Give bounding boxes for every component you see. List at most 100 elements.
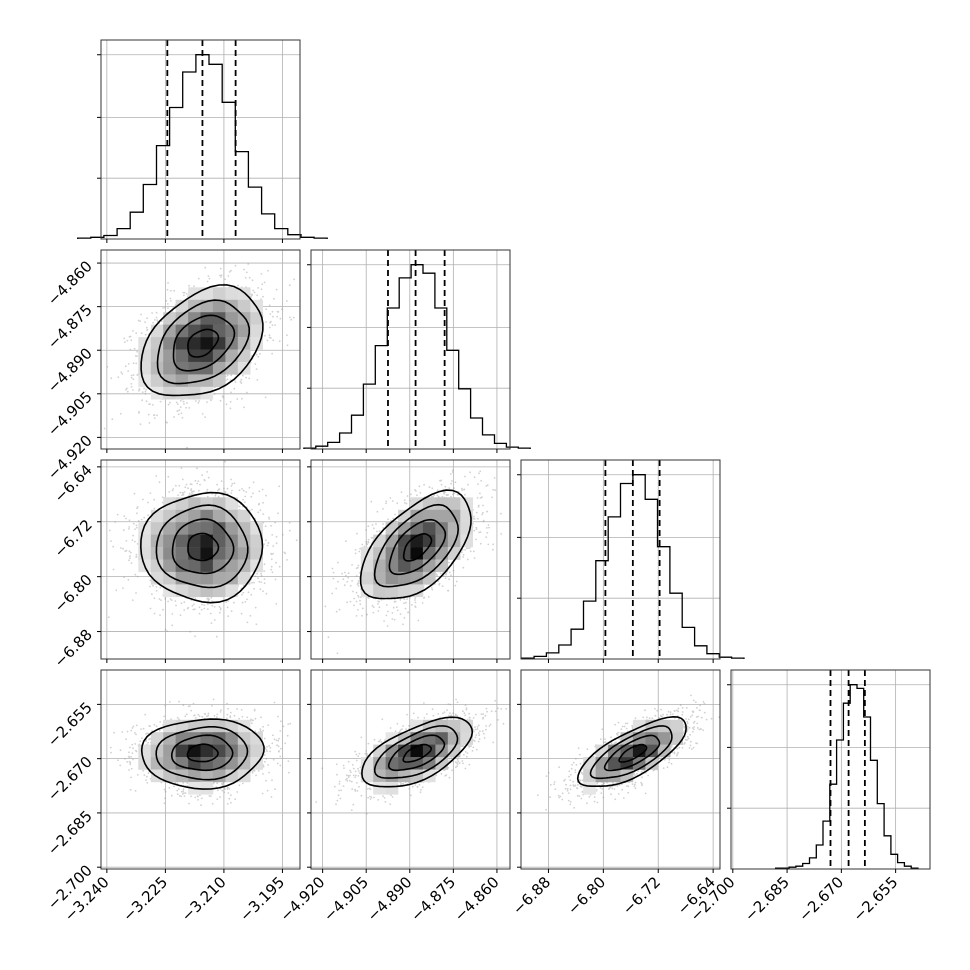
sample-point — [128, 519, 131, 522]
density-cell — [212, 547, 226, 560]
sample-point — [254, 606, 257, 609]
sample-point — [138, 388, 141, 391]
sample-point — [171, 624, 174, 627]
sample-point — [230, 391, 232, 394]
sample-point — [284, 552, 287, 555]
sample-point — [393, 598, 396, 601]
sample-point — [391, 500, 394, 502]
contour-2-0-3 — [139, 491, 264, 604]
sample-point — [194, 608, 196, 610]
sample-point — [269, 313, 272, 315]
sample-point — [148, 422, 151, 424]
sample-point — [225, 601, 228, 604]
density-cell — [188, 361, 201, 375]
sample-point — [141, 399, 144, 402]
sample-point — [197, 401, 200, 404]
sample-point — [132, 534, 135, 537]
sample-point — [240, 378, 243, 381]
sample-point — [263, 543, 265, 545]
density-cell — [212, 522, 226, 535]
sample-point — [241, 374, 244, 377]
density-cell — [237, 509, 251, 523]
sample-point — [206, 603, 209, 605]
sample-point — [125, 549, 128, 552]
sample-point — [248, 276, 251, 279]
sample-point — [148, 403, 151, 406]
sample-point — [135, 555, 138, 558]
sample-point — [219, 399, 222, 402]
sample-point — [129, 348, 132, 351]
sample-point — [149, 607, 152, 610]
sample-point — [188, 494, 191, 497]
sample-point — [132, 522, 135, 525]
sample-point — [180, 467, 183, 469]
hist-panel-2 — [517, 459, 745, 663]
density-cell — [138, 522, 151, 535]
sample-point — [134, 355, 137, 357]
density-cell — [188, 534, 201, 548]
sample-point — [253, 581, 255, 584]
sample-point — [141, 391, 144, 393]
sample-point — [225, 403, 228, 406]
sample-point — [140, 332, 143, 334]
density-cell — [200, 547, 214, 560]
contour-1-0-1 — [172, 314, 236, 372]
sample-point — [197, 480, 200, 482]
sample-point — [135, 524, 138, 527]
sample-point — [136, 350, 139, 353]
sample-point — [186, 446, 188, 449]
density-cell — [200, 559, 214, 573]
sample-point — [242, 489, 245, 492]
sample-point — [191, 604, 194, 607]
sample-point — [174, 600, 177, 602]
density-cell — [200, 571, 214, 585]
sample-point — [156, 454, 158, 456]
density-cell — [138, 349, 151, 363]
sample-point — [492, 548, 494, 551]
sample-point — [138, 411, 141, 413]
density-cell — [200, 497, 214, 510]
sample-point — [159, 400, 162, 403]
sample-point — [216, 489, 219, 492]
sample-point — [112, 568, 115, 571]
sample-point — [224, 491, 227, 494]
sample-point — [135, 553, 138, 556]
sample-point — [345, 574, 347, 577]
sample-point — [278, 565, 281, 568]
sample-point — [129, 335, 132, 338]
sample-point — [230, 269, 232, 272]
sample-point — [268, 304, 271, 307]
sample-point — [238, 489, 241, 492]
sample-point — [190, 488, 193, 490]
sample-point — [220, 276, 222, 278]
sample-point — [236, 398, 239, 400]
sample-point — [411, 603, 413, 606]
sample-point — [228, 271, 231, 273]
sample-point — [264, 525, 267, 528]
sample-point — [124, 550, 127, 553]
sample-point — [274, 324, 276, 326]
sample-point — [257, 287, 259, 289]
sample-point — [227, 600, 230, 602]
sample-point — [224, 278, 227, 281]
sample-point — [164, 598, 167, 600]
sample-point — [189, 630, 192, 633]
density-cell — [212, 559, 226, 573]
sample-point — [248, 377, 251, 380]
sample-point — [255, 623, 258, 626]
sample-point — [107, 616, 110, 619]
sample-point — [288, 521, 291, 524]
sample-point — [110, 377, 113, 380]
sample-point — [242, 591, 245, 594]
sample-point — [123, 515, 126, 517]
sample-point — [136, 526, 138, 529]
sample-point — [176, 410, 179, 412]
sample-point — [233, 482, 236, 484]
sample-point — [268, 518, 271, 520]
sample-point — [171, 613, 174, 615]
sample-point — [144, 390, 147, 393]
density-cell — [237, 299, 251, 313]
sample-point — [255, 368, 258, 370]
density-cell — [175, 386, 189, 400]
density-cell — [225, 522, 239, 535]
